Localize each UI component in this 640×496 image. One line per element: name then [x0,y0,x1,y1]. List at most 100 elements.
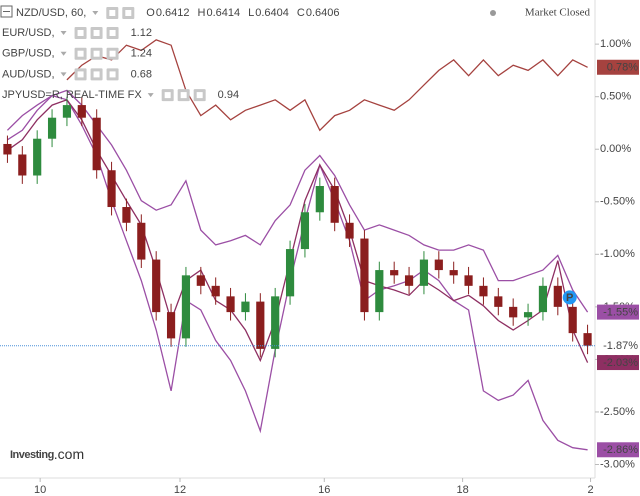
logo-main: Investing [10,449,54,461]
legend-icon-inner [77,71,84,78]
candle-body [315,186,324,213]
legend-name: JPYUSD=R, REAL-TIME FX [2,89,142,101]
price-badge-label: -2.86% [603,444,638,456]
annotation-marker[interactable] [562,290,577,305]
y-tick-label: 0.50% [600,91,631,103]
ohlc-key: H [198,7,206,19]
candle-body [285,249,295,297]
y-tick-label: -1.00% [600,248,635,260]
ohlc-key: O [146,7,155,19]
candle-body [345,222,354,239]
candle-body [107,170,116,208]
y-tick-label: -0.50% [600,196,635,208]
legend-icon-inner [180,92,187,99]
legend-value: 0.94 [218,89,239,101]
series-line [7,94,588,451]
candle-body [538,285,548,313]
candle-body [241,301,250,313]
candle-body [553,285,562,307]
candle-body [3,143,12,155]
candle-body [226,296,235,313]
candle-body [449,270,458,276]
x-tick-label: 2 [587,484,593,496]
legend-name: AUD/USD, [2,68,55,80]
legend-value: 0.68 [131,68,152,80]
candle-body [33,138,42,176]
x-tick-label: 10 [34,484,46,496]
y-tick-label: 1.00% [600,38,631,50]
annotation-label: P [566,292,573,304]
candle-body [479,285,488,297]
candle-body [196,275,205,286]
dropdown-arrow[interactable] [60,51,67,56]
dropdown-arrow[interactable] [92,11,99,15]
status-dot [490,10,496,16]
legend-icon-inner [93,71,100,78]
candle-body [330,186,339,223]
dropdown-arrow[interactable] [60,31,67,35]
candle-body [47,117,57,139]
legend-name: GBP/USD, [2,48,55,60]
price-badge-label: -1.87% [603,340,638,352]
legend-value: 1.12 [131,27,152,39]
price-badge [597,355,639,371]
legend-icon-inner [109,71,116,78]
candle-body [494,296,503,307]
legend-name: EUR/USD, [2,27,55,39]
ohlc-value: 0.6414 [206,7,240,19]
legend-value: 1.24 [131,48,152,60]
candle-body [122,207,131,223]
price-badge [597,304,639,320]
candle-body [375,270,384,313]
candle-body [419,259,429,286]
legend-icon-inner [109,10,116,16]
legend-icon-inner [109,50,116,57]
candle-body [77,105,86,118]
candle-body [583,333,592,346]
series-line [66,39,588,132]
candle-body [434,259,443,271]
candle-body [166,312,176,339]
legend-icon-inner [125,10,132,16]
dropdown-arrow[interactable] [147,93,154,98]
candle-body [404,275,414,286]
y-tick-label: 0.00% [600,143,631,155]
legend-icon-inner [93,30,100,36]
candle-body [390,270,399,276]
ohlc-value: 0.6404 [255,7,289,19]
overlay: NZD/USD, 60, O 0.6412 H 0.6414 L 0.6404 C 0.6406… [0,5,591,102]
series-line [6,89,589,313]
legend-icon-inner [77,30,84,36]
plot [0,39,595,451]
price-badge-label: -1.55% [603,307,638,319]
price-badge [597,59,639,75]
candle-body [464,275,473,286]
y-tick-label: -3.00% [600,458,635,470]
price-badge [597,442,639,458]
legend-icon-inner [77,50,84,57]
market-status: Market Closed [525,7,591,19]
dropdown-arrow[interactable] [60,72,67,77]
ohlc-key: L [248,7,254,19]
candle-body [256,301,265,349]
logo-suffix: .com [54,446,84,462]
price-badge-label: -2.03% [603,357,638,369]
price-badge-label: 0.78% [607,62,638,74]
candle-body [152,259,161,313]
y-tick-label: -2.50% [600,406,635,418]
candle-body [62,105,72,118]
candle-body [92,117,101,171]
legend-icon-inner [93,50,100,57]
x-tick-label: 12 [174,484,186,496]
collapse-icon[interactable] [0,5,13,18]
candle-body [300,212,310,250]
logo: Investing.com [10,446,84,462]
candle-body [18,154,27,176]
ohlc-key: C [297,7,305,19]
ohlc-value: 0.6406 [306,7,340,19]
legend-icon-inner [196,92,203,99]
legend-icon-inner [164,92,171,99]
series-line [7,99,589,363]
price-badge [597,338,639,354]
